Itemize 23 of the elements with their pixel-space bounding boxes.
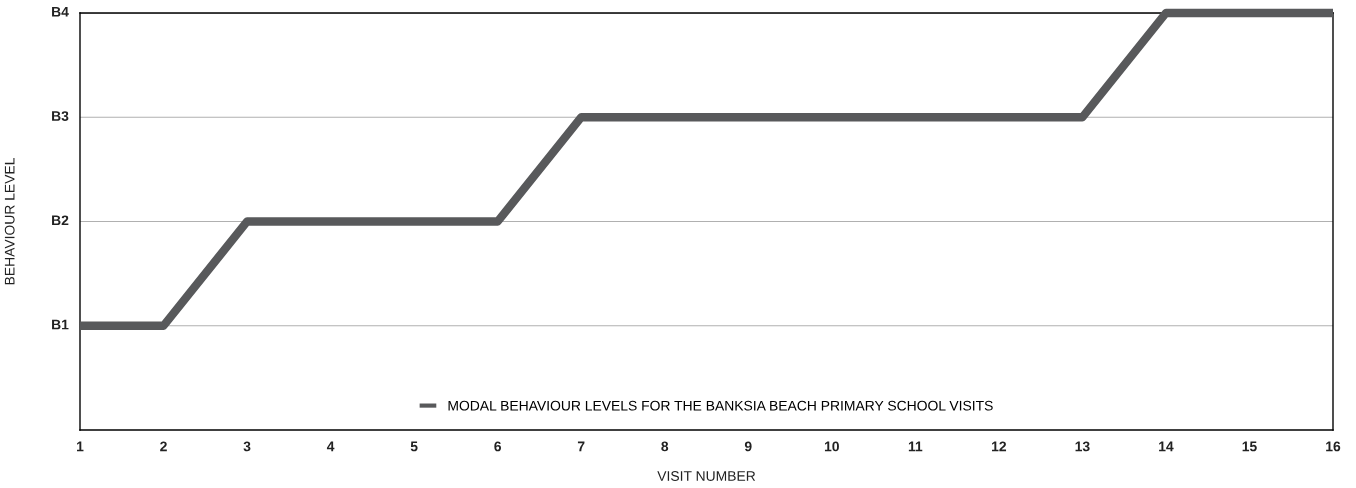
x-tick-label: 11 [908, 441, 923, 452]
x-tick-label: 3 [243, 441, 251, 452]
x-tick-label: 5 [410, 441, 418, 452]
x-tick-label: 13 [1075, 441, 1090, 452]
x-tick-label: 2 [160, 441, 167, 452]
x-tick-label: 15 [1242, 441, 1257, 452]
ref-line-label: B3 [52, 111, 69, 121]
x-tick-label: 6 [494, 441, 502, 452]
x-tick-label: 8 [661, 441, 669, 452]
ref-line-label: B2 [52, 215, 69, 226]
y-axis-title: BEHAVIOUR LEVEL [4, 158, 15, 285]
x-tick-label: 4 [326, 441, 335, 452]
x-tick-label: 14 [1159, 441, 1174, 452]
x-axis-title: VISIT NUMBER [657, 471, 756, 481]
x-tick-label: 10 [824, 441, 839, 452]
x-tick-label: 16 [1326, 441, 1341, 452]
ref-line-label: B1 [52, 319, 69, 330]
x-tick-label: 1 [77, 441, 84, 452]
x-tick-label: 12 [992, 441, 1007, 452]
x-tick-label: 9 [744, 441, 752, 452]
ref-line-label: B4 [52, 7, 69, 17]
x-tick-label: 7 [577, 441, 585, 452]
legend-label: MODAL BEHAVIOUR LEVELS FOR THE BANKSIA BEACH PRIMARY SCHOOL VISITS [448, 400, 993, 411]
